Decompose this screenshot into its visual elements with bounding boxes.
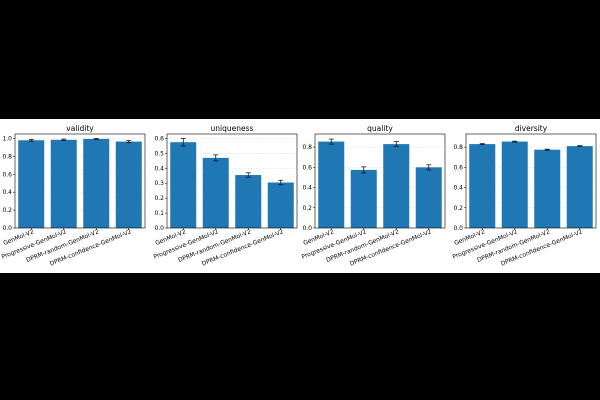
- y-tick-label: 0.5: [154, 150, 164, 157]
- y-tick-label: 0.2: [453, 205, 463, 212]
- bar-quality-0: [318, 141, 345, 228]
- bar-uniqueness-1: [202, 157, 229, 228]
- y-tick-label: 0.2: [154, 195, 164, 202]
- y-tick-label: 0.8: [302, 144, 312, 151]
- y-tick-label: 0.0: [2, 225, 12, 232]
- y-tick-label: 0.1: [154, 210, 164, 217]
- y-tick-label: 0.6: [2, 171, 12, 178]
- chart-title: validity: [66, 124, 94, 133]
- bar-diversity-1: [501, 141, 528, 228]
- y-tick-label: 0.4: [302, 185, 312, 192]
- bar-quality-3: [415, 167, 442, 228]
- y-tick-label: 0.0: [154, 225, 164, 232]
- y-tick-label: 0.0: [453, 225, 463, 232]
- figure-canvas: GenMol-V2Progressive-GenMol-V2DPRM-rando…: [1, 124, 597, 268]
- y-tick-label: 0.4: [2, 189, 12, 196]
- chart-panel-uniqueness: GenMol-V2Progressive-GenMol-V2DPRM-rando…: [153, 124, 298, 268]
- bar-diversity-3: [566, 146, 593, 228]
- chart-title: diversity: [515, 124, 548, 133]
- chart-panel-validity: GenMol-V2Progressive-GenMol-V2DPRM-rando…: [1, 124, 146, 268]
- y-tick-label: 0.2: [302, 205, 312, 212]
- bar-quality-1: [350, 169, 377, 228]
- y-tick-label: 1.0: [2, 135, 12, 142]
- y-tick-label: 0.6: [302, 164, 312, 171]
- chart-title: quality: [367, 124, 393, 133]
- chart-panel-quality: GenMol-V2Progressive-GenMol-V2DPRM-rando…: [301, 124, 446, 268]
- chart-panel-diversity: GenMol-V2Progressive-GenMol-V2DPRM-rando…: [452, 124, 597, 268]
- bar-diversity-2: [534, 149, 561, 228]
- y-tick-label: 0.8: [2, 153, 12, 160]
- figure: GenMol-V2 Progressive-GenMol-V2 DPRM-rando…: [0, 119, 600, 273]
- y-tick-label: 0.8: [453, 144, 463, 151]
- bar-uniqueness-0: [170, 142, 197, 228]
- y-tick-label: 0.4: [453, 185, 463, 192]
- plot-frame: [314, 133, 446, 229]
- y-tick-label: 0.6: [453, 164, 463, 171]
- y-tick-label: 0.4: [154, 165, 164, 172]
- chart-title: uniqueness: [211, 124, 254, 133]
- y-tick-label: 0.2: [2, 207, 12, 214]
- plot-frame: [166, 133, 298, 229]
- bar-validity-3: [115, 141, 142, 228]
- bar-diversity-0: [469, 144, 496, 228]
- bar-uniqueness-2: [235, 175, 262, 228]
- bar-validity-1: [50, 139, 77, 228]
- y-tick-label: 0.3: [154, 180, 164, 187]
- y-tick-label: 0.6: [154, 135, 164, 142]
- y-tick-label: 0.0: [302, 225, 312, 232]
- bar-validity-0: [18, 140, 45, 228]
- bar-uniqueness-3: [267, 182, 294, 228]
- plot-frame: [14, 133, 146, 229]
- bar-validity-2: [83, 138, 110, 228]
- bar-quality-2: [383, 144, 410, 228]
- plot-frame: [465, 133, 597, 229]
